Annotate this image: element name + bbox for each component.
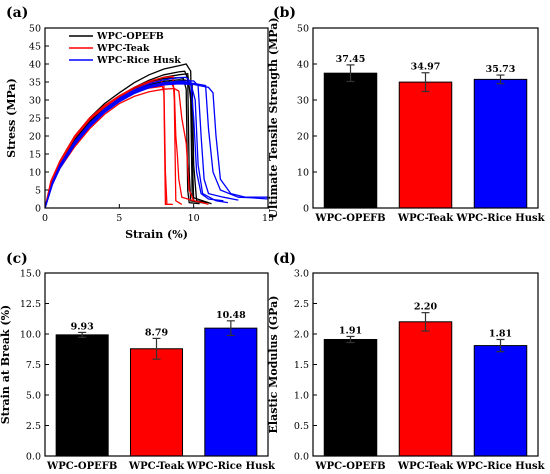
panel-label: (a): [6, 5, 28, 21]
x-axis-title: Strain (%): [125, 228, 188, 241]
y-tick-label: 1.5: [294, 360, 309, 371]
y-tick-label: 12.5: [20, 299, 41, 310]
value-label: 37.45: [336, 54, 366, 65]
bar-wpc-teak: [129, 348, 184, 457]
x-category-label: WPC-Teak: [397, 461, 454, 472]
bar-wpc-rice-husk: [473, 345, 528, 457]
panel-b: (b) 0 10 20 30 40 50 Ultimate Tensile Strength …: [267, 5, 546, 224]
y-tick-label: 5: [35, 186, 41, 197]
curve-wpc-opefb-1: [45, 63, 203, 208]
curve-wpc-rice-husk-3: [45, 82, 268, 208]
y-tick-label: 35: [29, 78, 41, 89]
y-tick-label: 0.0: [294, 452, 309, 463]
curve-wpc-teak-4: [45, 85, 172, 208]
curve-wpc-rice-husk-4: [45, 81, 228, 208]
x-category-label: WPC-Rice Husk: [455, 213, 545, 224]
bar-wpc-opefb: [323, 72, 378, 209]
panel-label: (b): [273, 5, 296, 21]
y-tick-label: 50: [297, 24, 309, 35]
y-tick-label: 0: [303, 204, 309, 215]
plot-frame: [44, 272, 269, 457]
legend-label: WPC-Teak: [96, 43, 150, 54]
x-tick-label: 10: [188, 213, 200, 224]
y-tick-label: 1.0: [294, 391, 309, 402]
y-tick-label: 50: [29, 24, 41, 35]
y-tick-label: 2.0: [294, 330, 309, 341]
panel-c: (c) 0.0 2.5 5.0 7.5 10.0 12.5 15.0 Strain at Bre…: [0, 251, 276, 472]
y-tick-label: 15.0: [20, 269, 41, 280]
y-tick-label: 0.0: [26, 452, 41, 463]
y-axis-title: Ultimate Tensile Strength (MPa): [267, 17, 280, 218]
plot-frame: [312, 272, 539, 457]
x-category-label: WPC-Teak: [128, 461, 185, 472]
y-tick-label: 7.5: [26, 360, 41, 371]
x-category-label: WPC-OPEFB: [314, 461, 385, 472]
y-tick-label: 45: [29, 42, 41, 53]
x-tick-label: 5: [116, 213, 122, 224]
bar-wpc-opefb: [323, 338, 378, 457]
x-category-label: WPC-Rice Husk: [455, 461, 545, 472]
panel-label: (c): [6, 251, 28, 267]
x-category-label: WPC-Teak: [397, 213, 454, 224]
y-axis-title: Elastic Modulus (GPa): [267, 296, 280, 434]
value-label: 2.20: [414, 302, 438, 313]
panel-label: (d): [273, 251, 296, 267]
value-label: 8.79: [145, 327, 169, 338]
y-tick-label: 30: [29, 96, 41, 107]
plot-area: [45, 63, 268, 208]
y-tick-label: 25: [29, 114, 41, 125]
y-tick-label: 0.5: [294, 421, 309, 432]
legend-label: WPC-Rice Husk: [96, 55, 181, 66]
curve-wpc-teak-2: [45, 79, 173, 208]
y-tick-label: 10: [29, 168, 41, 179]
x-category-label: WPC-Rice Husk: [186, 461, 276, 472]
curve-wpc-rice-husk-5: [45, 83, 268, 208]
y-tick-label: 40: [29, 60, 41, 71]
panel-d: (d) 0.0 0.5 1.0 1.5 2.0 2.5 3.0 Elastic Modulus …: [267, 251, 546, 472]
value-label: 34.97: [411, 62, 441, 73]
panel-a: (a) 0 5 10 15 20 25 30 35 40 45 50 Stress (MPa) 0 5 10 1…: [5, 5, 274, 241]
y-tick-label: 30: [297, 96, 309, 107]
y-tick-label: 20: [29, 132, 41, 143]
legend-label: WPC-OPEFB: [96, 31, 164, 42]
x-tick-label: 0: [42, 213, 48, 224]
y-tick-label: 3.0: [294, 269, 309, 280]
bar-wpc-teak: [398, 321, 453, 457]
y-tick-label: 15: [29, 150, 41, 161]
y-tick-label: 10.0: [20, 330, 41, 341]
y-tick-label: 0: [35, 204, 41, 215]
value-label: 35.73: [486, 64, 516, 75]
y-tick-label: 40: [297, 60, 309, 71]
y-axis-title: Strain at Break (%): [0, 305, 12, 425]
y-tick-label: 20: [297, 132, 309, 143]
bar-wpc-teak: [398, 81, 453, 209]
plot-frame: [312, 27, 539, 209]
y-axis-title: Stress (MPa): [5, 78, 18, 158]
bar-wpc-opefb: [55, 334, 109, 457]
y-tick-label: 2.5: [294, 299, 309, 310]
y-tick-label: 10: [297, 168, 309, 179]
y-tick-label: 2.5: [26, 421, 41, 432]
value-label: 9.93: [71, 321, 94, 332]
x-tick-label: 15: [262, 213, 274, 224]
value-label: 1.91: [339, 325, 362, 336]
value-label: 10.48: [216, 310, 246, 321]
value-label: 1.81: [489, 328, 512, 339]
plot-frame: [44, 27, 269, 209]
y-tick-label: 5.0: [26, 391, 41, 402]
bar-wpc-rice-husk: [473, 78, 528, 209]
x-category-label: WPC-OPEFB: [46, 461, 117, 472]
bar-wpc-rice-husk: [204, 327, 258, 457]
x-category-label: WPC-OPEFB: [314, 213, 385, 224]
